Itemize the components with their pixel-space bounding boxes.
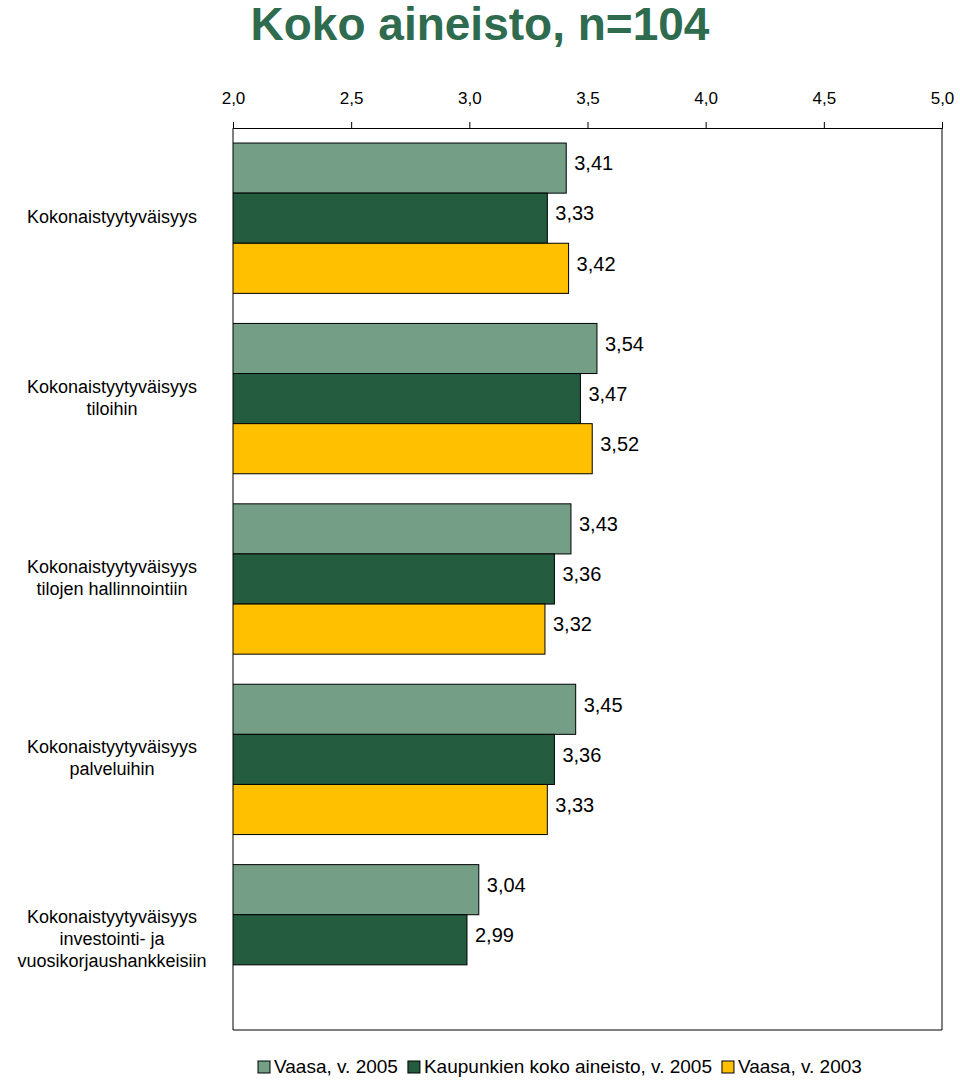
tick-mark: [233, 122, 234, 128]
axis-line: [234, 122, 943, 129]
bar: [233, 915, 467, 965]
tick-label: 2,0: [222, 89, 246, 108]
bar: [233, 734, 554, 784]
bar: [233, 865, 479, 915]
tick-mark: [706, 122, 707, 128]
bar: [233, 424, 592, 474]
tick: 5,0: [931, 89, 955, 128]
data-label: 3,33: [555, 202, 594, 224]
bar: [233, 243, 569, 293]
legend-swatch: [408, 1061, 420, 1073]
data-label: 3,45: [584, 694, 623, 716]
tick: 4,5: [813, 89, 837, 128]
legend-label: Kaupunkien koko aineisto, v. 2005: [424, 1056, 712, 1077]
data-labels: 3,41 3,54 3,43 3,45 3,04 3,33 3,47 3,36 3,36 2,99…: [475, 152, 644, 946]
legend-label: Vaasa, v. 2003: [738, 1056, 862, 1077]
bar: [233, 784, 547, 834]
tick-label: 4,0: [694, 89, 718, 108]
category-label: Kokonaistyytyväisyyspalveluihin: [27, 737, 197, 779]
data-label: 3,52: [600, 433, 639, 455]
bar: [233, 554, 554, 604]
legend: Vaasa, v. 2005 Kaupunkien koko aineisto, …: [258, 1056, 862, 1077]
data-label: 3,04: [487, 874, 526, 896]
tick-label: 3,0: [458, 89, 482, 108]
bar: [233, 143, 566, 193]
data-label: 2,99: [475, 924, 514, 946]
tick: 2,0: [222, 89, 246, 128]
data-label: 3,43: [579, 513, 618, 535]
tick: 4,0: [694, 89, 718, 128]
data-label: 3,41: [574, 152, 613, 174]
data-label: 3,33: [555, 794, 594, 816]
bar: [233, 193, 547, 243]
data-label: 3,54: [605, 333, 644, 355]
category-label: Kokonaistyytyväisyys: [27, 207, 197, 227]
tick-mark: [351, 122, 352, 128]
legend-swatch: [258, 1061, 270, 1073]
tick-label: 2,5: [340, 89, 364, 108]
tick-mark: [942, 122, 943, 128]
bar: [233, 323, 597, 373]
tick: 2,5: [340, 89, 364, 128]
category-label: Kokonaistyytyväisyystilojen hallinnointi…: [27, 557, 197, 599]
tick-label: 5,0: [931, 89, 955, 108]
data-label: 3,36: [562, 744, 601, 766]
chart: Koko aineisto, n=104 2,0 2,5 3,0 3,5 4,0 4,5 5,…: [0, 0, 960, 1082]
bar: [233, 604, 545, 654]
data-label: 3,32: [553, 613, 592, 635]
tick: 3,5: [576, 89, 600, 128]
tick-label: 3,5: [576, 89, 600, 108]
category-label: Kokonaistyytyväisyystiloihin: [27, 376, 197, 418]
bar: [233, 374, 580, 424]
bar: [233, 504, 571, 554]
tick-mark: [588, 122, 589, 128]
tick: 3,0: [458, 89, 482, 128]
data-label: 3,36: [562, 563, 601, 585]
plot-frame: [233, 128, 942, 1030]
tick-label: 4,5: [813, 89, 837, 108]
data-label: 3,47: [588, 383, 627, 405]
tick-mark: [469, 122, 470, 128]
title: Koko aineisto, n=104: [251, 0, 710, 50]
legend-swatch: [722, 1061, 734, 1073]
bars: [233, 143, 597, 965]
bar: [233, 684, 576, 734]
data-label: 3,42: [577, 253, 616, 275]
category-labels: Kokonaistyytyväisyys Kokonaistyytyväisyys…: [17, 207, 206, 971]
legend-label: Vaasa, v. 2005: [274, 1056, 398, 1077]
category-label: Kokonaistyytyväisyysinvestointi- javuosi…: [17, 907, 206, 971]
x-axis: 2,0 2,5 3,0 3,5 4,0 4,5 5,0: [222, 89, 955, 129]
tick-mark: [824, 122, 825, 128]
